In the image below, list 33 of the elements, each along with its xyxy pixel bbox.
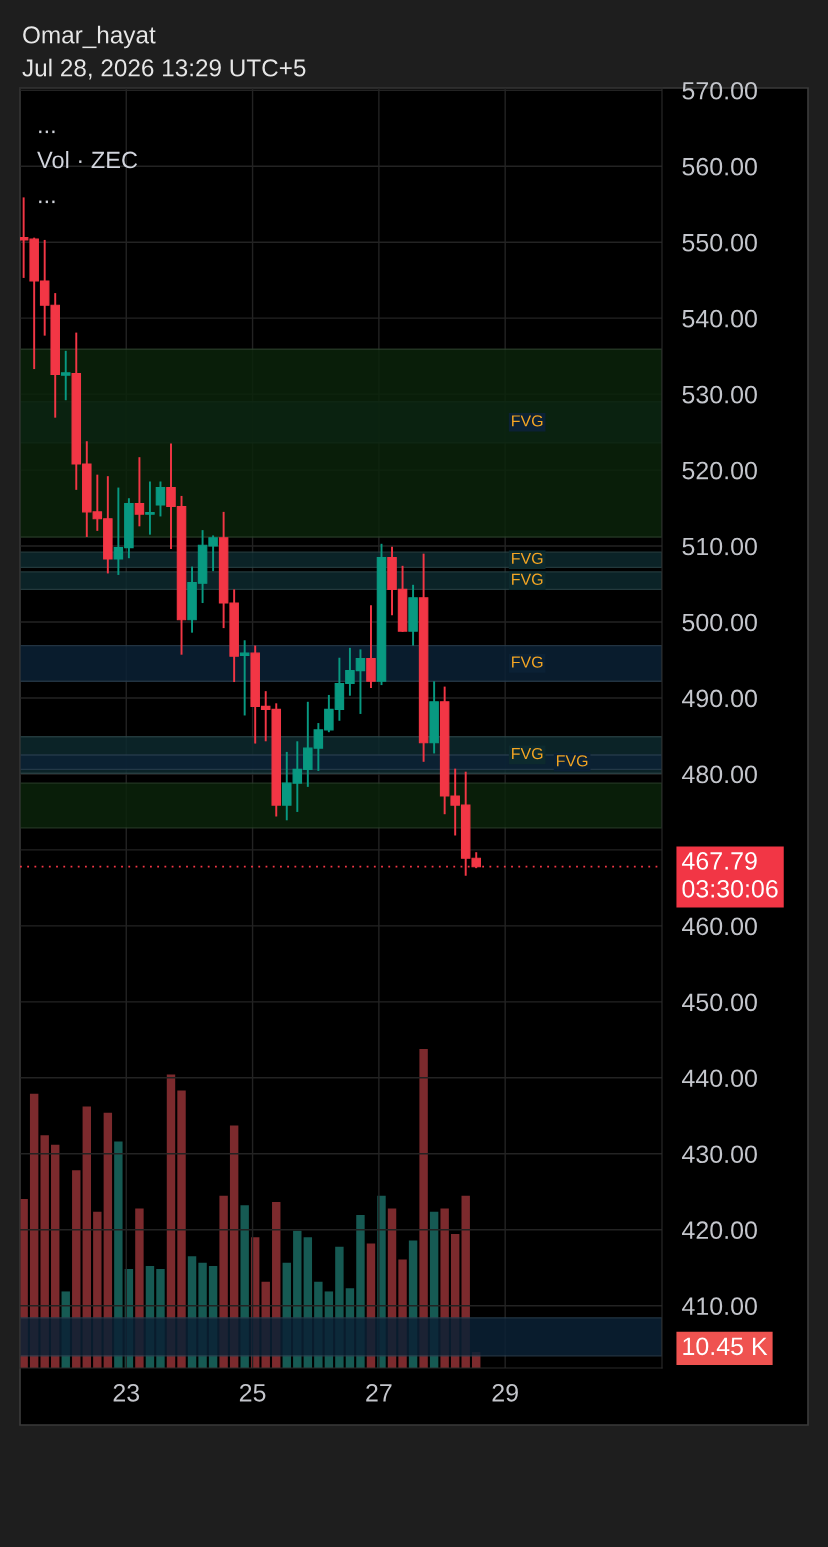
ref-line-label: 467.79 03:30:06 [682, 852, 778, 898]
annotation: ... [39, 130, 55, 134]
y-tick-label: 430.00 [682, 1145, 757, 1164]
y-tick-label: 450.00 [682, 993, 757, 1012]
band-label: FVG [512, 747, 543, 760]
y-tick-label: 550.00 [682, 233, 757, 252]
y-tick-label: 440.00 [682, 1069, 757, 1088]
y-tick-label: 490.00 [682, 689, 757, 708]
x-tick-label: 23 [113, 1383, 140, 1402]
x-tick-label: 29 [492, 1383, 518, 1402]
band-label: FVG [512, 573, 543, 585]
y-tick-label: 480.00 [682, 765, 757, 784]
text: 10.45 K [683, 1337, 768, 1356]
chart-subtitle: Jul 28, 2026 13:29 UTC+5 [22, 58, 306, 80]
band-label: FVG [557, 755, 588, 767]
y-tick-label: 560.00 [682, 157, 757, 176]
band-label: FVG [512, 552, 543, 565]
y-tick-label: 420.00 [682, 1221, 757, 1240]
x-tick-label: 27 [366, 1383, 392, 1402]
y-tick-label: 410.00 [682, 1297, 757, 1316]
y-tick-label: 510.00 [682, 537, 757, 556]
y-tick-label: 500.00 [682, 613, 757, 632]
y-tick-label: 460.00 [682, 917, 757, 936]
band-label: FVG [512, 656, 543, 668]
annotation: Vol · ZEC [37, 151, 138, 169]
band-label: FVG [512, 415, 543, 427]
y-tick-label: 570.00 [682, 81, 757, 100]
chart-title: Omar_hayat [23, 25, 156, 49]
y-tick-label: 540.00 [682, 309, 757, 328]
y-tick-label: 520.00 [682, 461, 757, 480]
y-tick-label: 530.00 [682, 385, 757, 404]
annotation: ... [39, 200, 55, 204]
x-tick-label: 25 [239, 1383, 266, 1402]
